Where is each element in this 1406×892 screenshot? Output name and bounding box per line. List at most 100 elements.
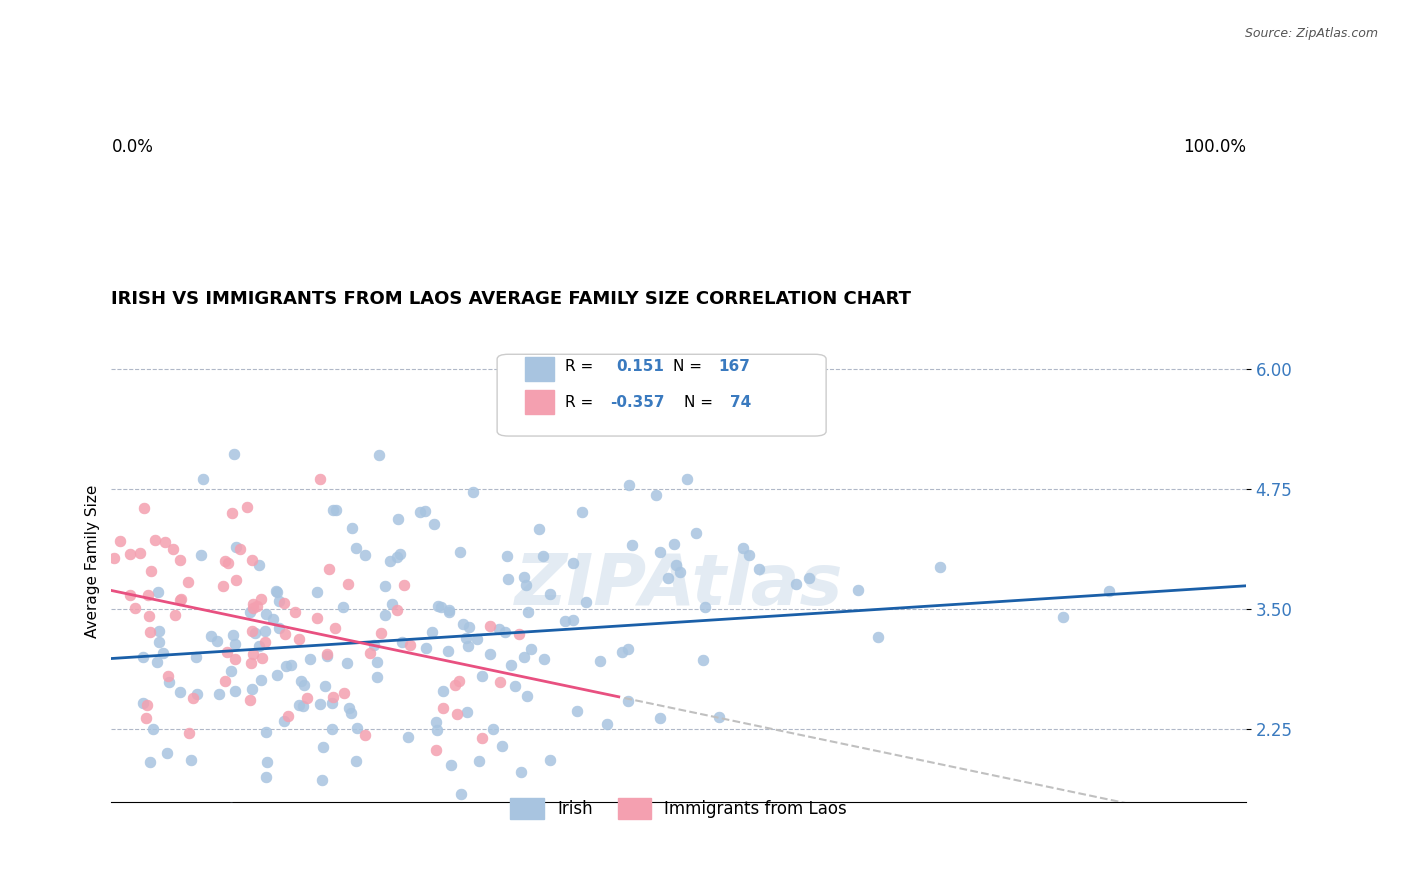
Point [344, 754, 367, 768]
Point [456, 706, 478, 720]
Point [516, 690, 538, 704]
Point [562, 556, 585, 570]
Point [322, 690, 344, 704]
Point [118, 547, 141, 561]
Point [426, 723, 449, 738]
Point [471, 669, 494, 683]
Point [451, 617, 474, 632]
Point [645, 488, 668, 502]
Point [620, 538, 643, 552]
Point [322, 503, 344, 517]
Point [527, 522, 550, 536]
Point [267, 621, 290, 635]
Point [422, 516, 444, 531]
Point [785, 577, 807, 591]
Point [242, 647, 264, 661]
Point [373, 608, 395, 623]
Point [280, 657, 302, 672]
Point [132, 696, 155, 710]
Point [305, 611, 328, 625]
Point [236, 500, 259, 514]
Point [135, 698, 157, 713]
Point [617, 477, 640, 491]
Point [239, 693, 262, 707]
Point [274, 627, 297, 641]
Point [316, 649, 339, 664]
Point [186, 687, 208, 701]
Point [262, 612, 284, 626]
Point [139, 564, 162, 578]
Point [617, 642, 640, 657]
Point [314, 679, 336, 693]
Point [184, 649, 207, 664]
Text: 0.0%: 0.0% [111, 138, 153, 156]
Point [214, 673, 236, 688]
Point [246, 599, 269, 613]
Point [738, 548, 761, 562]
Point [516, 605, 538, 619]
Text: N =: N = [673, 359, 702, 374]
Bar [526, 391, 554, 415]
Point [211, 579, 233, 593]
Point [311, 772, 333, 787]
Point [429, 599, 451, 614]
Point [169, 553, 191, 567]
Point [676, 472, 699, 486]
Point [508, 627, 530, 641]
Point [224, 447, 246, 461]
Point [385, 603, 408, 617]
Point [274, 659, 297, 673]
Point [239, 605, 262, 619]
Point [447, 674, 470, 689]
Point [665, 558, 688, 572]
Point [538, 753, 561, 767]
Point [391, 635, 413, 649]
Point [138, 608, 160, 623]
Point [169, 685, 191, 699]
Point [312, 739, 335, 754]
Point [846, 582, 869, 597]
Point [425, 743, 447, 757]
Point [205, 634, 228, 648]
Point [929, 559, 952, 574]
Point [454, 631, 477, 645]
Point [333, 686, 356, 700]
Point [138, 625, 160, 640]
Text: Source: ZipAtlas.com: Source: ZipAtlas.com [1244, 27, 1378, 40]
Point [489, 675, 512, 690]
Point [307, 584, 329, 599]
Point [422, 625, 444, 640]
Y-axis label: Average Family Size: Average Family Size [86, 484, 100, 638]
Point [427, 599, 450, 613]
Point [135, 710, 157, 724]
Point [662, 537, 685, 551]
Point [354, 548, 377, 562]
Point [219, 664, 242, 678]
Point [225, 540, 247, 554]
Point [156, 669, 179, 683]
Point [118, 588, 141, 602]
Point [288, 632, 311, 647]
Point [359, 646, 381, 660]
Point [309, 472, 332, 486]
Point [128, 546, 150, 560]
Point [240, 657, 263, 671]
Point [398, 730, 420, 744]
Text: 74: 74 [730, 395, 751, 409]
Point [797, 571, 820, 585]
Point [292, 678, 315, 692]
Text: N =: N = [685, 395, 713, 409]
Point [531, 549, 554, 563]
Point [190, 548, 212, 562]
Point [222, 628, 245, 642]
FancyBboxPatch shape [498, 354, 827, 436]
Point [145, 655, 167, 669]
Point [554, 614, 576, 628]
Point [155, 534, 177, 549]
Point [392, 578, 415, 592]
Point [657, 571, 679, 585]
Point [488, 622, 510, 636]
Point [617, 694, 640, 708]
Point [290, 673, 312, 688]
Point [180, 753, 202, 767]
